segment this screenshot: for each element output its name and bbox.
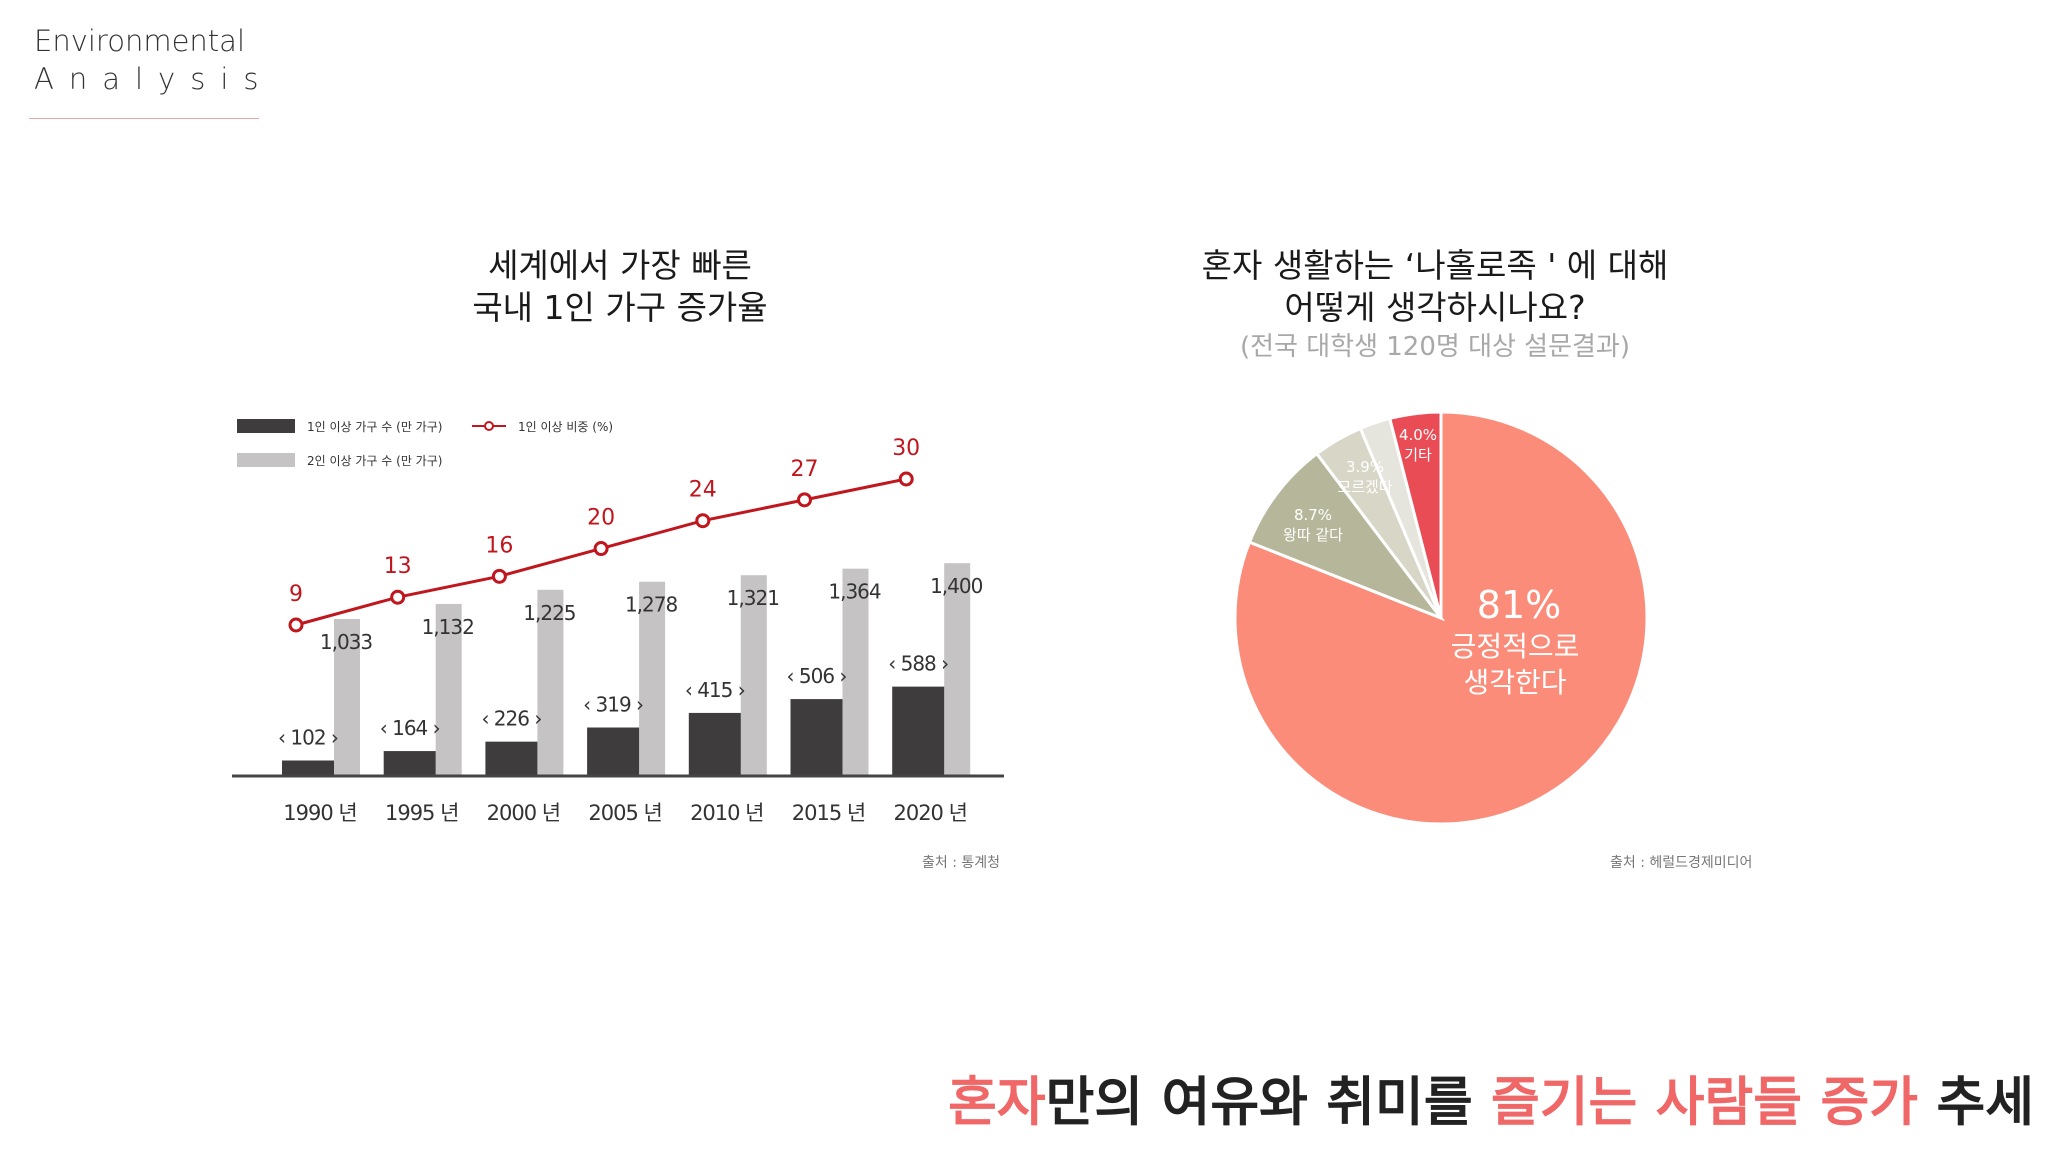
- bar-multi-label-1: 1,132: [422, 615, 474, 639]
- pie-slice-1: [1247, 451, 1446, 622]
- header-divider: [29, 118, 259, 119]
- bar-single-3: [587, 727, 640, 776]
- bar-single-6: [892, 686, 945, 776]
- ratio-label-3: 20: [587, 506, 615, 531]
- pie-label-2: 모르겠다: [1337, 478, 1392, 496]
- tagline-segment-0: 혼자: [948, 1072, 1046, 1133]
- pie-pct-0: 81%: [1477, 583, 1561, 627]
- pie-chart-title: 혼자 생활하는 ‘나홀로족 ' 에 대해 어떻게 생각하시나요?: [1130, 245, 1740, 329]
- bar-single-label-5: ‹ 506 ›: [787, 664, 847, 688]
- bar-multi-label-2: 1,225: [523, 601, 575, 625]
- pie-pct-4: 4.0%: [1399, 426, 1437, 444]
- bar-multi-4: [740, 575, 767, 776]
- pie-chart-title-line1: 혼자 생활하는 ‘나홀로족 ' 에 대해: [1201, 246, 1669, 285]
- ratio-label-1: 13: [384, 554, 412, 579]
- tagline-segment-1: 만의 여유와 취미를: [1045, 1072, 1492, 1133]
- bar-single-2: [485, 741, 538, 776]
- x-tick-0: 1990 년: [283, 801, 356, 825]
- bar-multi-label-3: 1,278: [625, 593, 678, 617]
- bar-single-label-3: ‹ 319 ›: [583, 693, 643, 717]
- x-tick-3: 2005 년: [588, 801, 661, 825]
- bar-multi-0: [334, 618, 360, 776]
- bar-multi-3: [639, 581, 666, 776]
- header-title-line2: Analysis: [34, 62, 274, 96]
- ratio-label-6: 30: [892, 436, 920, 461]
- pie-chart-source: 출처 : 헤럴드경제미디어: [1610, 855, 1753, 871]
- pie-label-1: 왕따 같다: [1283, 526, 1343, 544]
- pie-chart-title-line2: 어떻게 생각하시나요?: [1284, 288, 1586, 327]
- legend-label-multi: 2인 이상 가구 수 (만 가구): [307, 454, 442, 468]
- bar-single-label-6: ‹ 588 ›: [888, 652, 948, 676]
- header-title: Environmental Analysis: [34, 22, 273, 98]
- bar-single-label-1: ‹ 164 ›: [380, 716, 440, 740]
- x-tick-1: 1995 년: [385, 801, 458, 825]
- tagline-segment-2: 즐기는 사람들 증가: [1491, 1072, 1919, 1133]
- bar-single-1: [383, 751, 436, 776]
- bar-multi-label-4: 1,321: [727, 586, 779, 610]
- bar-chart-title-line2: 국내 1인 가구 증가율: [472, 288, 768, 327]
- bar-multi-1: [435, 603, 462, 776]
- pie-label2-0: 생각한다: [1463, 666, 1566, 699]
- bar-multi-6: [944, 563, 971, 776]
- x-tick-2: 2000 년: [487, 801, 560, 825]
- legend-label-ratio: 1인 이상 비중 (%): [518, 420, 613, 434]
- ratio-label-0: 9: [289, 582, 303, 607]
- bar-single-label-2: ‹ 226 ›: [481, 707, 541, 731]
- ratio-point-4: [695, 513, 711, 529]
- bar-chart-title: 세계에서 가장 빠른 국내 1인 가구 증가율: [360, 245, 880, 329]
- pie-pct-2: 3.9%: [1346, 458, 1384, 476]
- pie-pct-1: 8.7%: [1294, 506, 1332, 524]
- pie-label-4: 기타: [1404, 446, 1432, 464]
- legend-label-single: 1인 이상 가구 수 (만 가구): [307, 420, 442, 434]
- bar-chart-title-line1: 세계에서 가장 빠른: [488, 246, 752, 285]
- pie-label-0: 긍정적으로: [1451, 630, 1580, 663]
- tagline-segment-3: 추세: [1918, 1072, 2034, 1133]
- bar-single-0: [282, 760, 334, 776]
- ratio-point-1: [390, 589, 406, 605]
- ratio-label-2: 16: [485, 533, 513, 558]
- bar-single-4: [688, 712, 741, 776]
- ratio-point-0: [288, 617, 304, 633]
- bar-multi-5: [842, 568, 869, 776]
- ratio-label-4: 24: [689, 478, 717, 503]
- legend-swatch-single: [237, 419, 295, 433]
- bar-multi-label-0: 1,033: [320, 630, 373, 654]
- legend-swatch-multi: [237, 453, 295, 467]
- pie-chart-subtitle: (전국 대학생 120명 대상 설문결과): [1239, 332, 1630, 362]
- ratio-point-3: [593, 541, 609, 557]
- bar-single-label-4: ‹ 415 ›: [685, 678, 745, 702]
- bar-single-5: [790, 699, 843, 776]
- ratio-label-5: 27: [791, 457, 819, 482]
- tagline: 혼자만의 여유와 취미를 즐기는 사람들 증가 추세: [948, 1060, 2034, 1136]
- x-tick-6: 2020 년: [893, 801, 966, 825]
- bar-multi-label-5: 1,364: [828, 580, 881, 604]
- ratio-point-6: [898, 471, 914, 487]
- bar-chart-source: 출처 : 통계청: [922, 855, 1001, 871]
- legend-marker-ratio: [484, 421, 494, 431]
- pie-slice-4: [1387, 410, 1443, 619]
- bar-multi-2: [537, 589, 564, 776]
- header-title-line1: Environmental: [34, 24, 246, 58]
- x-tick-5: 2015 년: [792, 801, 865, 825]
- x-tick-4: 2010 년: [690, 801, 763, 825]
- bar-multi-label-6: 1,400: [930, 574, 983, 598]
- bar-single-label-0: ‹ 102 ›: [278, 725, 338, 749]
- ratio-point-5: [797, 492, 812, 508]
- ratio-point-2: [491, 568, 507, 584]
